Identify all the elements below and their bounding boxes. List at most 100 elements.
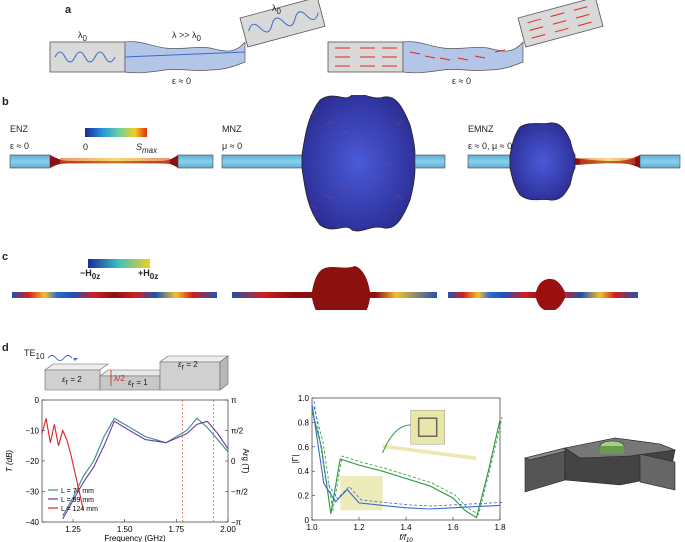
chart1-series-line <box>62 417 229 517</box>
chart1-ytick-right-label: π <box>231 396 237 405</box>
inset-arrow <box>382 424 411 454</box>
enz-field-strip <box>12 292 217 298</box>
panel-letter-a: a <box>65 4 72 16</box>
waveguide-right <box>239 0 326 48</box>
lambda-half-label: λ/2 <box>114 374 125 383</box>
emnz-waveguide-left <box>467 154 511 169</box>
mnz-condition: μ ≈ 0 <box>222 141 243 151</box>
mnz-body <box>301 95 416 232</box>
chart2-ytick-label: 0 <box>305 516 310 525</box>
te10-label: TE10 <box>24 348 45 361</box>
lambda0-right: λ0 <box>272 3 281 16</box>
chart1-ytick-right-label: 0 <box>231 457 236 466</box>
panel-b-diagram <box>9 95 681 232</box>
chart1-ytick-right-label: −π <box>231 518 242 527</box>
chart1-ytick-right-label: −π/2 <box>231 488 248 497</box>
mnz-arrows <box>309 110 404 210</box>
arrows-channel <box>409 49 506 61</box>
mnz-label: MNZ <box>222 124 242 134</box>
chart1-series-line <box>41 418 84 510</box>
panel-letter-b: b <box>2 96 9 108</box>
chart1-ytick-label: 0 <box>35 396 40 405</box>
chart2-xlabel: f/f10 <box>399 533 413 542</box>
emnz-hotspot <box>580 158 635 164</box>
chart2-xtick-label: 1.2 <box>353 523 365 532</box>
chart1-legend-label: L = 99 mm <box>61 497 94 504</box>
colorbar-b <box>85 128 147 137</box>
chart2-ytick-label: 0.6 <box>298 443 310 452</box>
arrows-left-2 <box>335 47 397 67</box>
chart2-ytick-label: 0.8 <box>298 418 310 427</box>
chart1-ytick-label: −10 <box>25 427 39 436</box>
chart2-series-line <box>311 410 501 519</box>
inset-substrate <box>340 476 383 511</box>
chart2-series-sim <box>313 401 503 507</box>
reflection-chart: 0 0.2 0.4 0.6 0.8 1.0 1.0 1.2 1.4 1.6 1.8 f/f10 |Γ| <box>291 394 506 542</box>
chart1-ytick-label: −40 <box>25 518 39 527</box>
emnz-condition: ε ≈ 0, μ ≈ 0 <box>468 141 513 151</box>
emnz-body <box>509 122 576 201</box>
chart2-xtick-label: 1.4 <box>400 523 412 532</box>
chart1-ylabel-right: Arg (T) <box>241 449 250 474</box>
enz-condition: ε ≈ 0 <box>10 141 29 151</box>
lambda0-left: λ0 <box>78 30 87 43</box>
chart1-series-line <box>62 420 229 520</box>
eps-zero-a2: ε ≈ 0 <box>452 76 471 86</box>
chart2-xtick-label: 1.8 <box>494 523 506 532</box>
enz-waveguide-left <box>9 154 51 169</box>
colorbar-c-max: +H0z <box>138 268 159 281</box>
chart2-xtick-label: 1.6 <box>447 523 459 532</box>
long-wave <box>124 51 246 58</box>
chart1-legend-label: L = 124 mm <box>61 506 98 513</box>
emnz-label: EMNZ <box>468 124 494 134</box>
panel-c-diagram <box>12 259 638 310</box>
chart2-ytick-label: 0.4 <box>298 467 310 476</box>
panel-a-diagram <box>49 0 604 74</box>
chart2-ytick-label: 1.0 <box>298 394 310 403</box>
3d-device-model <box>524 437 677 493</box>
eps-right-label: εr = 2 <box>178 360 198 372</box>
chart1-xtick-label: 1.75 <box>169 525 185 534</box>
chart1-ytick-label: −30 <box>25 488 39 497</box>
colorbar-c-min: −H0z <box>80 268 101 281</box>
inset-srr-ring <box>417 417 438 437</box>
eps-mid-label: εr = 1 <box>128 378 148 390</box>
panel-letter-d: d <box>2 342 9 354</box>
chart2-ylabel: |Γ| <box>291 455 300 464</box>
emnz-waveguide-right <box>639 154 681 169</box>
chart2-xtick-label: 1.0 <box>306 523 318 532</box>
chart1-xlabel: Frequency (GHz) <box>104 534 166 542</box>
emnz-field-body <box>536 278 565 310</box>
lambda-big-label: λ >> λ0 <box>172 30 201 43</box>
enz-hotspot <box>60 158 170 164</box>
enz-channel-a <box>124 41 246 74</box>
chart1-ylabel: T (dB) <box>5 450 14 473</box>
colorbar-b-max: Smax <box>136 142 158 155</box>
chart2-ytick-label: 0.2 <box>298 492 310 501</box>
mnz-waveguide-left <box>221 154 303 169</box>
mnz-field-body <box>312 266 370 310</box>
enz-channel-a2 <box>402 41 524 74</box>
panel-d-structure <box>44 355 229 391</box>
enz-waveguide-right <box>177 154 214 169</box>
mnz-waveguide-right <box>414 154 446 169</box>
inset-srr <box>410 409 445 445</box>
eps-zero-a1: ε ≈ 0 <box>172 76 191 86</box>
panel-letter-c: c <box>2 251 9 263</box>
waveguide-left <box>49 41 126 73</box>
chart1-xtick-label: 1.25 <box>65 525 81 534</box>
colorbar-c <box>88 259 150 268</box>
chart1-ytick-label: −20 <box>25 457 39 466</box>
chart2-series-line <box>311 404 501 510</box>
chart1-xtick-label: 1.50 <box>117 525 133 534</box>
wave-left <box>54 51 116 63</box>
chart1-xtick-label: 2.00 <box>220 525 236 534</box>
eps-left-label: εr = 2 <box>62 375 82 387</box>
chart2-series-sim <box>313 407 503 516</box>
waveguide-right-2 <box>517 0 604 48</box>
chart1-ytick-right-label: π/2 <box>231 427 244 436</box>
transmission-chart: 0 −10 −20 −30 −40 π π/2 0 −π/2 −π 1.25 1.50 1.75 2.00… <box>5 396 250 542</box>
inset-board <box>382 444 477 461</box>
colorbar-b-min: 0 <box>83 142 89 152</box>
enz-label: ENZ <box>10 124 28 134</box>
